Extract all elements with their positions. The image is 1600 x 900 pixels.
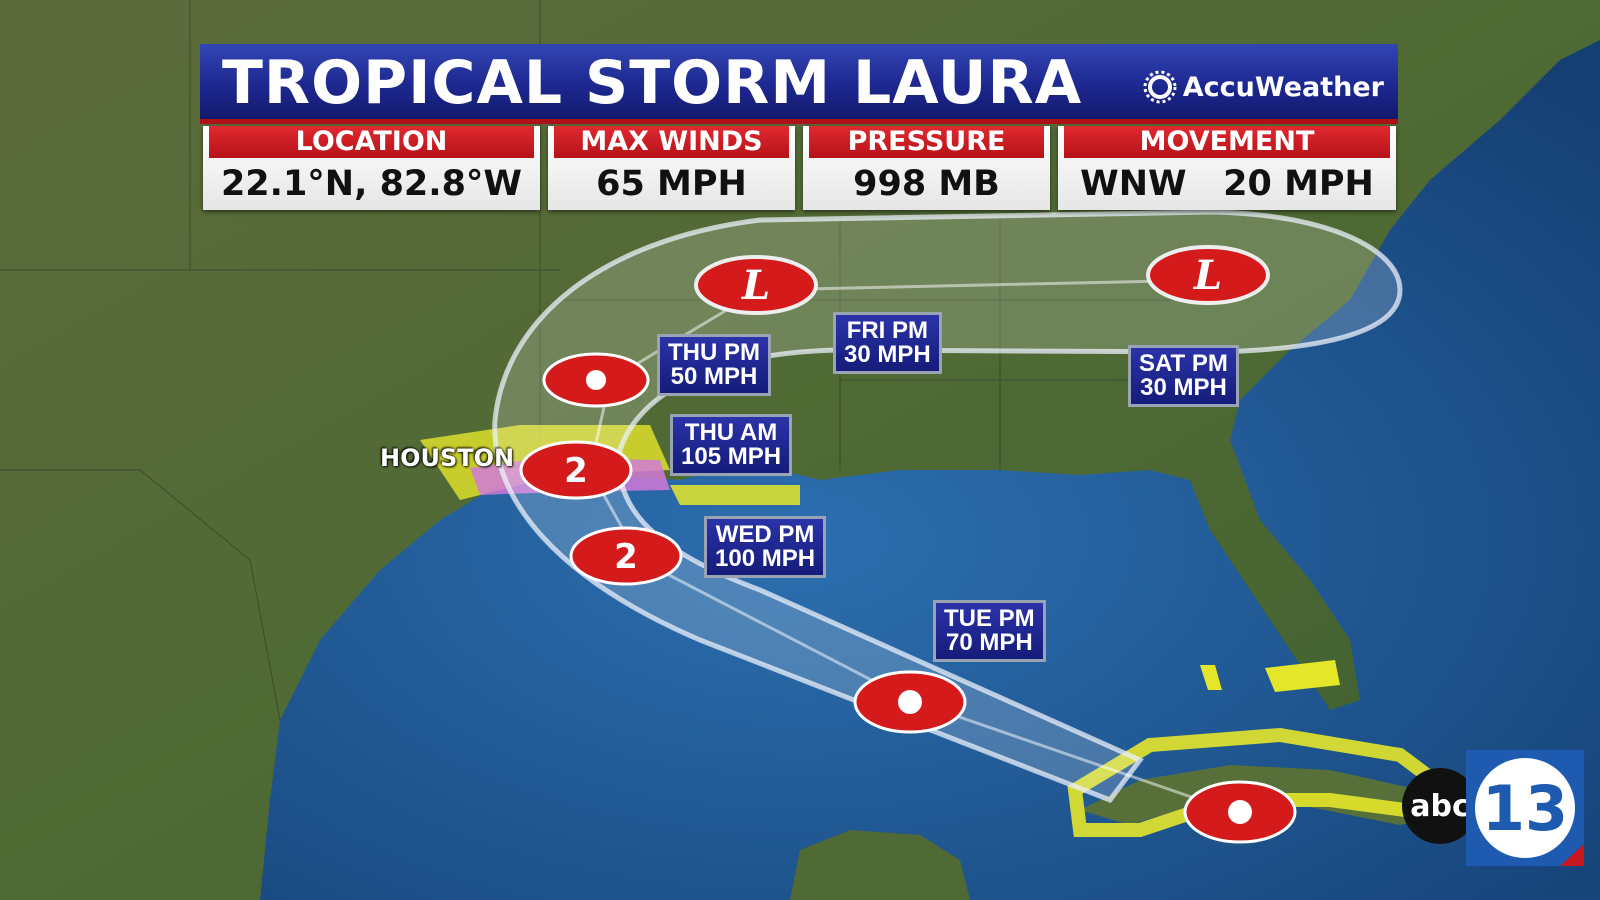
forecast-label-fri-pm: FRI PM 30 MPH <box>833 312 942 374</box>
sun-icon <box>1143 70 1177 104</box>
forecast-wind: 30 MPH <box>1140 374 1227 401</box>
stat-movement: MOVEMENT WNW 20 MPH <box>1058 126 1396 210</box>
stat-max-winds: MAX WINDS 65 MPH <box>548 126 795 210</box>
forecast-label-thu-am: THU AM 105 MPH <box>670 414 793 476</box>
forecast-wind: 100 MPH <box>715 545 816 572</box>
forecast-label-sat-pm: SAT PM 30 MPH <box>1128 345 1239 407</box>
svg-text:L: L <box>1193 252 1222 299</box>
title-banner: TROPICAL STORM LAURA AccuWeather <box>200 44 1398 124</box>
category-2-text: 2 <box>614 537 638 577</box>
category-2-text: 2 <box>564 451 588 491</box>
stat-label: PRESSURE <box>809 126 1044 158</box>
accuweather-logo: AccuWeather <box>1143 70 1384 104</box>
stat-value: 22.1°N, 82.8°W <box>220 164 523 204</box>
forecast-wind: 105 MPH <box>681 443 782 470</box>
forecast-wind: 30 MPH <box>844 341 931 368</box>
forecast-time: FRI PM <box>846 317 929 344</box>
forecast-time: SAT PM <box>1139 350 1228 377</box>
stat-label: LOCATION <box>209 126 534 158</box>
abc13-logo: abc 13 <box>1402 750 1584 866</box>
channel-number: 13 <box>1482 772 1568 845</box>
forecast-wind: 70 MPH <box>945 629 1033 656</box>
hurricane-cat2-icon: 2 <box>569 526 683 586</box>
hurricane-icon <box>1183 780 1297 844</box>
forecast-label-tue-pm: TUE PM 70 MPH <box>933 600 1046 662</box>
city-label-houston: HOUSTON <box>380 444 515 472</box>
tropical-storm-icon <box>542 352 650 408</box>
stat-location: LOCATION 22.1°N, 82.8°W <box>203 126 540 210</box>
stat-label: MOVEMENT <box>1064 126 1390 158</box>
tropical-storm-icon <box>853 670 967 734</box>
storm-icons: 2 2 L L <box>519 245 1297 844</box>
low-pressure-icon: L <box>1146 245 1270 305</box>
stat-value: WNW 20 MPH <box>1080 164 1374 204</box>
forecast-time: WED PM <box>715 521 815 548</box>
stat-pressure: PRESSURE 998 MB <box>803 126 1050 210</box>
abc-text: abc <box>1410 789 1470 824</box>
low-pressure-icon: L <box>694 255 818 315</box>
stat-label: MAX WINDS <box>554 126 789 158</box>
forecast-label-wed-pm: WED PM 100 MPH <box>704 516 827 578</box>
forecast-time: THU AM <box>684 419 778 446</box>
brand-name: AccuWeather <box>1182 71 1384 103</box>
stat-value: 998 MB <box>853 164 1000 204</box>
forecast-time: TUE PM <box>944 605 1035 632</box>
hurricane-cat2-icon: 2 <box>519 440 633 500</box>
forecast-time: THU PM <box>668 339 760 366</box>
yucatan-land <box>790 830 970 900</box>
stat-value: 65 MPH <box>596 164 747 204</box>
storm-title: TROPICAL STORM LAURA <box>222 48 1083 118</box>
forecast-label-thu-pm: THU PM 50 MPH <box>657 334 771 396</box>
forecast-wind: 50 MPH <box>670 363 758 390</box>
svg-text:L: L <box>741 262 770 309</box>
